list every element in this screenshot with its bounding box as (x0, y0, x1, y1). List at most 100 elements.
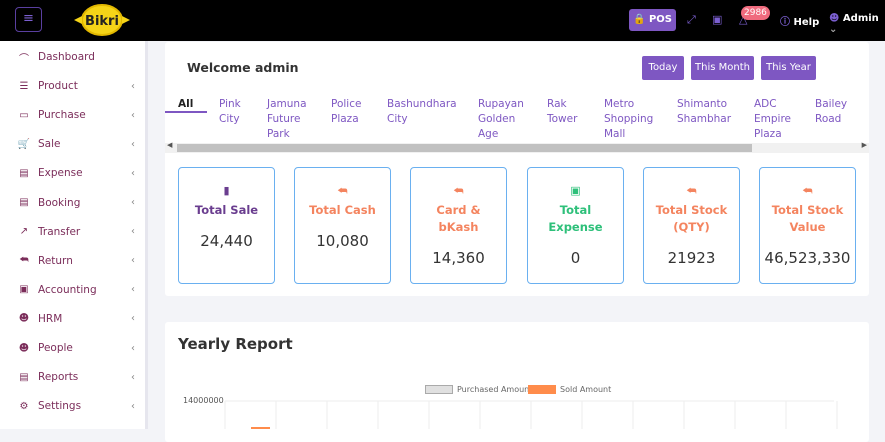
return-icon: ⮪ (686, 184, 697, 197)
store-icon[interactable]: ▣ (712, 13, 723, 26)
filter-today-button[interactable]: Today (642, 56, 684, 80)
menu-toggle-button[interactable]: ≡ (15, 7, 42, 32)
top-bar: ≡ Bikri 🔒 POS ⤢ ▣ △ 2986 ⓘ Help ☻ Admin … (0, 0, 885, 41)
tab-store[interactable]: Metro Shopping Mall (604, 98, 654, 140)
stat-value: 14,360 (432, 249, 485, 267)
chevron-left-icon: ‹ (131, 400, 135, 412)
briefcase-icon: ▣ (19, 284, 29, 296)
card-icon: ▭ (19, 109, 29, 121)
sidebar-item-label: Purchase (38, 109, 86, 122)
sidebar-item-expense[interactable]: ▤ Expense ‹ (0, 163, 145, 183)
stat-value: 46,523,330 (764, 249, 851, 267)
stat-value: 21923 (667, 249, 716, 267)
chevron-left-icon: ‹ (131, 255, 135, 267)
scrollbar-thumb[interactable] (177, 144, 752, 152)
sidebar-item-purchase[interactable]: ▭ Purchase ‹ (0, 105, 145, 125)
sidebar-item-hrm[interactable]: ☻ HRM ‹ (0, 309, 145, 329)
chevron-left-icon: ‹ (131, 109, 135, 121)
filter-year-button[interactable]: This Year (761, 56, 816, 80)
expense-icon: ▣ (570, 184, 581, 197)
help-link[interactable]: ⓘ Help (780, 17, 820, 28)
tab-store[interactable]: All (178, 98, 194, 110)
legend-purchased[interactable]: Purchased Amount (425, 385, 532, 394)
y-tick-label: 14000000 (183, 396, 224, 405)
chevron-left-icon: ‹ (131, 284, 135, 296)
return-icon: ⮪ (802, 184, 813, 197)
user-label: Admin (842, 13, 879, 24)
stat-label: Card & bKash (436, 203, 481, 234)
sidebar-item-label: Reports (38, 371, 79, 384)
share-icon: ↗ (19, 226, 29, 238)
pos-button[interactable]: 🔒 POS (629, 9, 676, 31)
cart-icon: 🛒 (17, 138, 31, 150)
stat-card[interactable]: ⮪ Total Stock (QTY) 21923 (643, 167, 740, 284)
users-icon: ☻ (18, 313, 30, 325)
tab-store[interactable]: ADC Empire Plaza (754, 98, 791, 140)
sidebar-item-label: Product (38, 80, 78, 93)
sidebar-item-label: Return (38, 254, 73, 267)
user-icon: ☻ (18, 342, 30, 354)
tab-store[interactable]: Shimanto Shambhar (677, 98, 732, 125)
stat-card[interactable]: ▮ Total Sale 24,440 (178, 167, 275, 284)
stat-card[interactable]: ⮪ Card & bKash 14,360 (410, 167, 507, 284)
chevron-left-icon: ‹ (131, 197, 135, 208)
tab-store[interactable]: Rak Tower (547, 98, 578, 125)
filter-month-button[interactable]: This Month (691, 56, 754, 80)
tabs-scrollbar[interactable]: ◀ ▶ (165, 141, 869, 153)
tab-store[interactable]: Police Plaza (331, 98, 362, 125)
sidebar-item-booking[interactable]: ▤ Booking ‹ (0, 193, 145, 213)
fullscreen-icon[interactable]: ⤢ (687, 13, 696, 26)
sidebar-item-label: Transfer (38, 225, 81, 238)
welcome-text: Welcome admin (187, 60, 299, 75)
sidebar-item-label: Expense (38, 167, 83, 180)
sidebar-item-accounting[interactable]: ▣ Accounting ‹ (0, 280, 145, 300)
tab-store[interactable]: Rupayan Golden Age (478, 98, 524, 140)
sidebar-item-label: HRM (38, 312, 63, 325)
sidebar-item-label: People (38, 342, 73, 354)
help-label: Help (793, 17, 820, 28)
sidebar-item-reports[interactable]: ▤ Reports ‹ (0, 367, 145, 387)
sidebar-item-product[interactable]: ☰ Product ‹ (0, 76, 145, 96)
sidebar-item-transfer[interactable]: ↗ Transfer ‹ (0, 222, 145, 242)
chevron-left-icon: ‹ (131, 138, 135, 150)
report-title: Yearly Report (178, 335, 293, 353)
stat-card[interactable]: ⮪ Total Cash 10,080 (294, 167, 391, 284)
pos-label: POS (648, 14, 672, 25)
sidebar-item-dashboard[interactable]: ⌒ Dashboard (0, 47, 145, 67)
sidebar-item-sale[interactable]: 🛒 Sale ‹ (0, 134, 145, 154)
sidebar-item-people[interactable]: ☻ People ‹ (0, 338, 145, 358)
legend-sold[interactable]: Sold Amount (528, 385, 611, 394)
stat-value: 24,440 (200, 232, 253, 250)
sidebar-item-label: Dashboard (38, 51, 95, 63)
stat-card[interactable]: ⮪ Total Stock Value 46,523,330 (759, 167, 856, 284)
chevron-left-icon: ‹ (131, 167, 135, 179)
sidebar-item-label: Accounting (38, 283, 97, 296)
user-menu[interactable]: ☻ Admin ⌄ (829, 13, 879, 35)
chevron-left-icon: ‹ (131, 342, 135, 354)
tab-store[interactable]: Pink City (219, 98, 241, 125)
svg-text:Bikri: Bikri (85, 14, 119, 29)
active-tab-indicator (165, 111, 207, 113)
chevron-left-icon: ‹ (131, 80, 135, 92)
sidebar-item-settings[interactable]: ⚙ Settings ‹ (0, 396, 145, 416)
stat-value: 0 (570, 249, 581, 267)
list-icon: ☰ (19, 80, 29, 92)
sidebar-item-label: Sale (38, 138, 61, 151)
return-icon: ⮪ (337, 184, 348, 197)
gear-icon: ⚙ (19, 400, 29, 412)
stat-card[interactable]: ▣ Total Expense 0 (527, 167, 624, 284)
tab-store[interactable]: Bailey Road (815, 98, 848, 125)
stat-label: Total Stock (QTY) (655, 203, 728, 234)
stat-value: 10,080 (316, 232, 369, 250)
bell-icon[interactable]: △ (739, 13, 748, 26)
tab-store[interactable]: Bashundhara City (387, 98, 457, 125)
sidebar-item-label: Booking (38, 196, 81, 209)
tab-store[interactable]: Jamuna Future Park (267, 98, 307, 140)
sidebar-item-return[interactable]: ⮪ Return ‹ (0, 251, 145, 271)
bar-sold (251, 427, 270, 429)
summary-card (165, 42, 869, 296)
sidebar: ⌒ Dashboard ☰ Product ‹ ▭ Purchase ‹ 🛒 Sale ‹ ▤ Expe… (0, 41, 148, 429)
report-icon: ▤ (19, 371, 29, 383)
bikri-logo[interactable]: Bikri (70, 3, 134, 37)
return-icon: ⮪ (453, 184, 464, 197)
